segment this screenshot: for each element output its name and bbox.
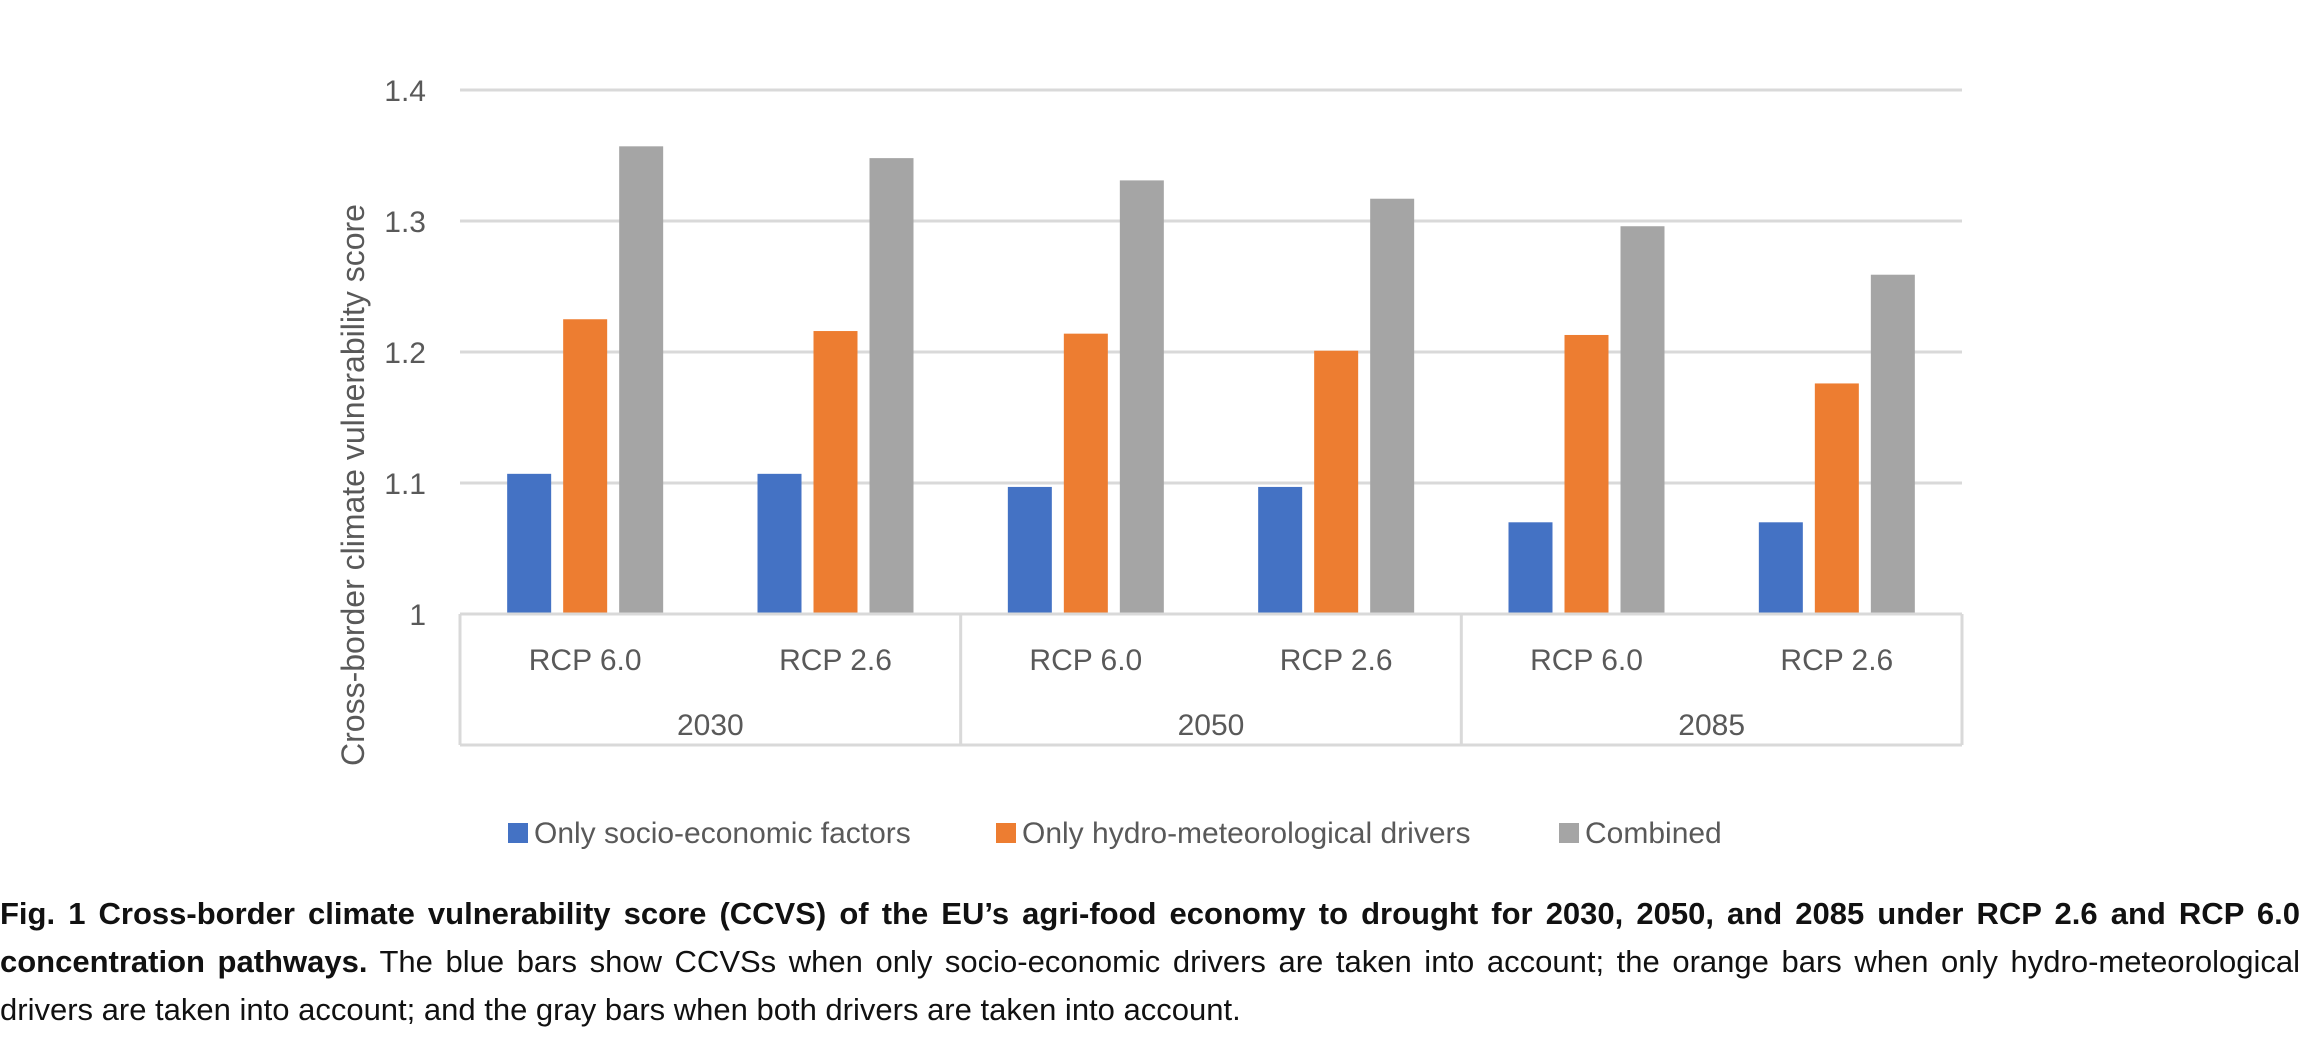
figure-caption: Fig. 1 Cross-border climate vulnerabilit… <box>0 890 2300 1034</box>
y-axis-ticks: 1 1.1 1.2 1.3 1.4 <box>384 75 426 632</box>
x-group-label: 2085 <box>1678 709 1745 742</box>
legend-swatch <box>1559 823 1579 843</box>
y-tick-label: 1.4 <box>384 75 426 108</box>
bar-chart: 1 1.1 1.2 1.3 1.4 RCP 6.0 RCP 2.6 RCP 6.0 RCP 2… <box>335 75 1964 850</box>
bar <box>1007 486 1052 614</box>
bar <box>1620 226 1665 615</box>
x-axis: RCP 6.0 RCP 2.6 RCP 6.0 RCP 2.6 RCP 6.0 RCP 2… <box>458 612 1964 747</box>
gridlines <box>460 88 1962 616</box>
bar <box>1758 522 1803 614</box>
bar <box>1814 383 1859 614</box>
y-axis-label: Cross-border climate vulnerability score <box>335 204 371 766</box>
legend: Only socio-economic factors Only hydro-me… <box>508 817 1722 850</box>
x-tick-label: RCP 2.6 <box>1780 644 1893 677</box>
bars <box>507 146 1915 615</box>
x-tick-label: RCP 2.6 <box>779 644 892 677</box>
bar <box>1564 334 1609 614</box>
bar <box>619 146 664 614</box>
bar <box>507 473 552 614</box>
legend-label: Only socio-economic factors <box>534 817 911 850</box>
legend-swatch <box>996 823 1016 843</box>
bar <box>1063 333 1108 614</box>
caption-title: Fig. 1 Cross-border climate vulnerabilit… <box>0 896 2300 979</box>
x-tick-label: RCP 2.6 <box>1280 644 1393 677</box>
bar <box>869 158 914 614</box>
y-tick-label: 1.2 <box>384 337 426 370</box>
caption-body: The blue bars show CCVSs when only socio… <box>0 944 2300 1027</box>
legend-swatch <box>508 823 528 843</box>
bar <box>1870 274 1915 614</box>
y-tick-label: 1.3 <box>384 206 426 239</box>
legend-label: Only hydro-meteorological drivers <box>1022 817 1471 850</box>
x-tick-label: RCP 6.0 <box>529 644 642 677</box>
bar <box>1258 486 1303 614</box>
bar <box>757 473 802 614</box>
bar <box>1119 180 1164 614</box>
x-tick-label: RCP 6.0 <box>1530 644 1643 677</box>
y-tick-label: 1.1 <box>384 468 426 501</box>
legend-label: Combined <box>1585 817 1722 850</box>
x-group-label: 2030 <box>677 709 744 742</box>
bar <box>813 331 858 614</box>
y-tick-label: 1 <box>409 599 426 632</box>
x-group-label: 2050 <box>1178 709 1245 742</box>
bar <box>1314 350 1359 614</box>
bar <box>563 319 608 614</box>
bar <box>1370 198 1415 615</box>
x-tick-label: RCP 6.0 <box>1029 644 1142 677</box>
bar <box>1508 522 1553 614</box>
